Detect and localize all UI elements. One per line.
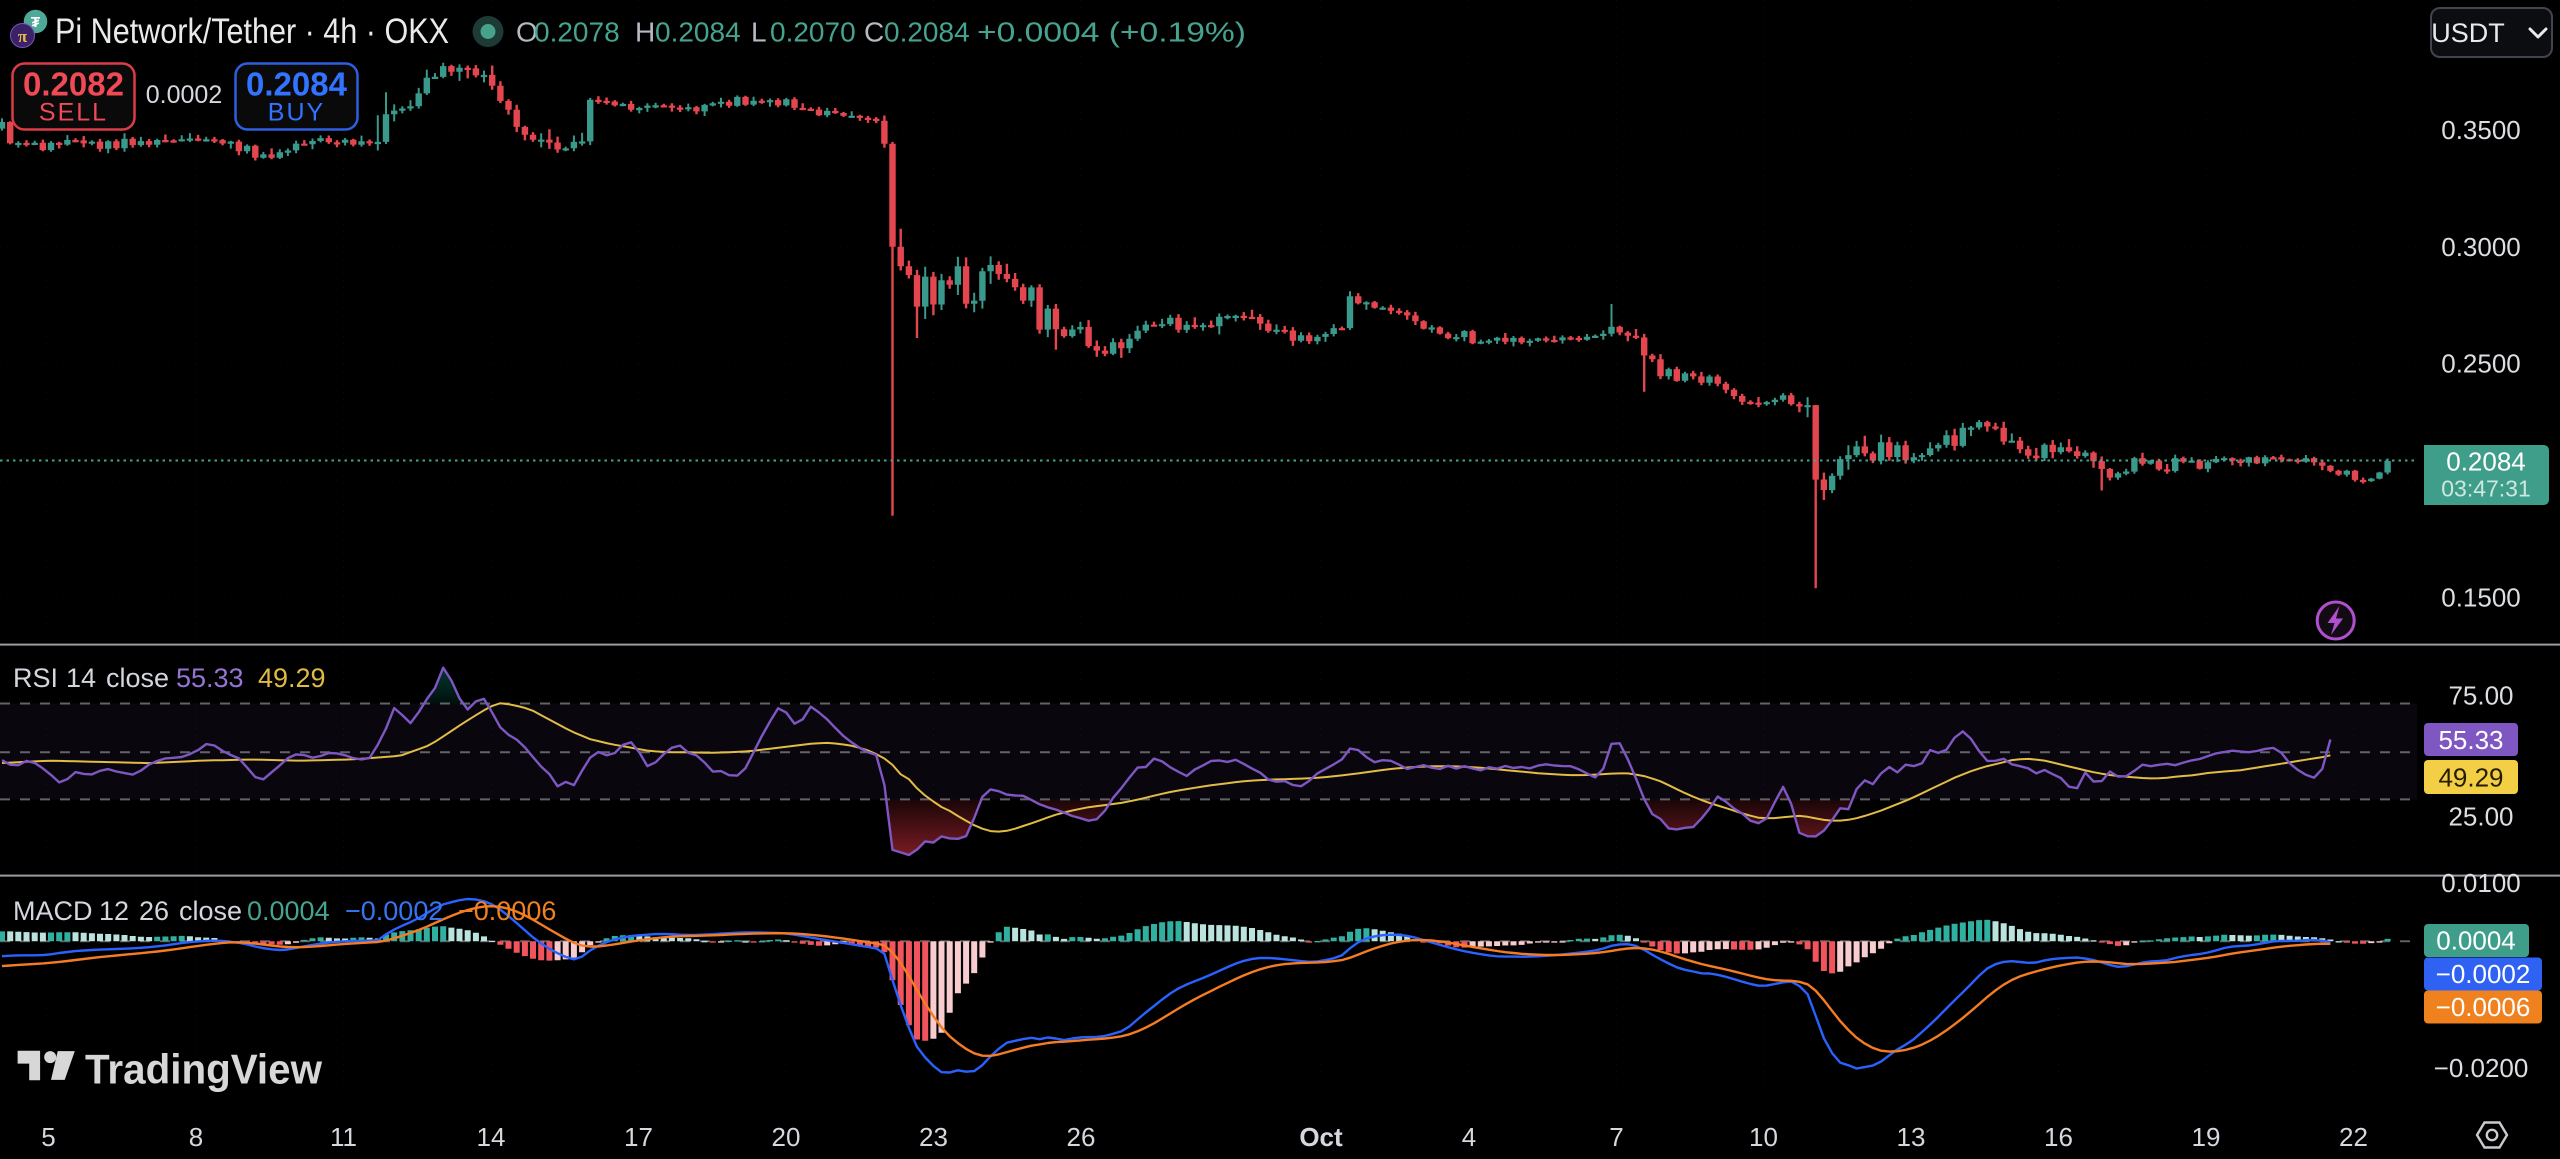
svg-text:close: close	[106, 663, 169, 693]
svg-text:5: 5	[41, 1122, 55, 1152]
svg-text:12: 12	[99, 896, 129, 926]
svg-text:close: close	[179, 896, 242, 926]
svg-text:+0.0004 (+0.19%): +0.0004 (+0.19%)	[977, 17, 1246, 48]
svg-text:−0.0006: −0.0006	[2436, 992, 2531, 1022]
svg-text:7: 7	[1609, 1122, 1623, 1152]
svg-text:0.2070: 0.2070	[770, 17, 856, 48]
svg-text:8: 8	[189, 1122, 203, 1152]
svg-text:−0.0200: −0.0200	[2434, 1053, 2529, 1083]
svg-text:C: C	[864, 17, 884, 48]
svg-text:23: 23	[919, 1122, 948, 1152]
svg-text:0.2084: 0.2084	[246, 66, 348, 103]
svg-text:0.2500: 0.2500	[2441, 349, 2521, 379]
svg-text:0.0100: 0.0100	[2441, 868, 2521, 898]
svg-text:55.33: 55.33	[176, 663, 244, 693]
svg-text:₮: ₮	[31, 14, 40, 31]
svg-text:16: 16	[2044, 1122, 2073, 1152]
svg-text:55.33: 55.33	[2438, 725, 2503, 755]
svg-text:14: 14	[66, 663, 96, 693]
svg-text:17: 17	[624, 1122, 653, 1152]
svg-text:11: 11	[330, 1122, 357, 1152]
svg-text:0.0002: 0.0002	[146, 81, 222, 109]
svg-text:49.29: 49.29	[258, 663, 326, 693]
svg-text:20: 20	[772, 1122, 801, 1152]
svg-text:10: 10	[1749, 1122, 1778, 1152]
svg-text:H: H	[635, 17, 655, 48]
svg-text:0.2078: 0.2078	[534, 17, 620, 48]
svg-text:0.0004: 0.0004	[2436, 926, 2516, 956]
svg-text:0.1500: 0.1500	[2441, 583, 2521, 613]
svg-text:13: 13	[1897, 1122, 1926, 1152]
svg-text:π: π	[18, 27, 28, 46]
svg-text:22: 22	[2339, 1122, 2368, 1152]
svg-text:0.3000: 0.3000	[2441, 232, 2521, 262]
svg-text:14: 14	[477, 1122, 506, 1152]
svg-text:−0.0002: −0.0002	[2436, 959, 2531, 989]
svg-text:49.29: 49.29	[2438, 763, 2503, 793]
svg-text:0.0004: 0.0004	[247, 896, 330, 926]
svg-text:75.00: 75.00	[2448, 681, 2513, 711]
svg-text:26: 26	[139, 896, 169, 926]
svg-text:−0.0002: −0.0002	[345, 896, 443, 926]
svg-text:RSI: RSI	[13, 663, 58, 693]
svg-text:0.2084: 0.2084	[655, 17, 741, 48]
svg-text:−0.0006: −0.0006	[458, 896, 556, 926]
svg-text:26: 26	[1067, 1122, 1096, 1152]
svg-text:25.00: 25.00	[2448, 802, 2513, 832]
svg-text:TradingView: TradingView	[85, 1046, 322, 1093]
svg-text:0.3500: 0.3500	[2441, 115, 2521, 145]
svg-text:USDT: USDT	[2431, 18, 2505, 48]
svg-text:MACD: MACD	[13, 896, 93, 926]
svg-text:SELL: SELL	[39, 99, 108, 127]
svg-text:4: 4	[1462, 1122, 1476, 1152]
svg-text:0.2084: 0.2084	[884, 17, 970, 48]
svg-text:BUY: BUY	[268, 99, 325, 127]
svg-text:Oct: Oct	[1299, 1122, 1343, 1152]
svg-text:L: L	[751, 17, 767, 48]
svg-text:03:47:31: 03:47:31	[2441, 476, 2531, 502]
svg-text:Pi Network/Tether · 4h · OKX: Pi Network/Tether · 4h · OKX	[55, 12, 449, 51]
svg-text:0.2084: 0.2084	[2446, 447, 2526, 477]
svg-text:0.2082: 0.2082	[23, 66, 124, 103]
svg-text:19: 19	[2192, 1122, 2221, 1152]
svg-text:O: O	[516, 17, 538, 48]
